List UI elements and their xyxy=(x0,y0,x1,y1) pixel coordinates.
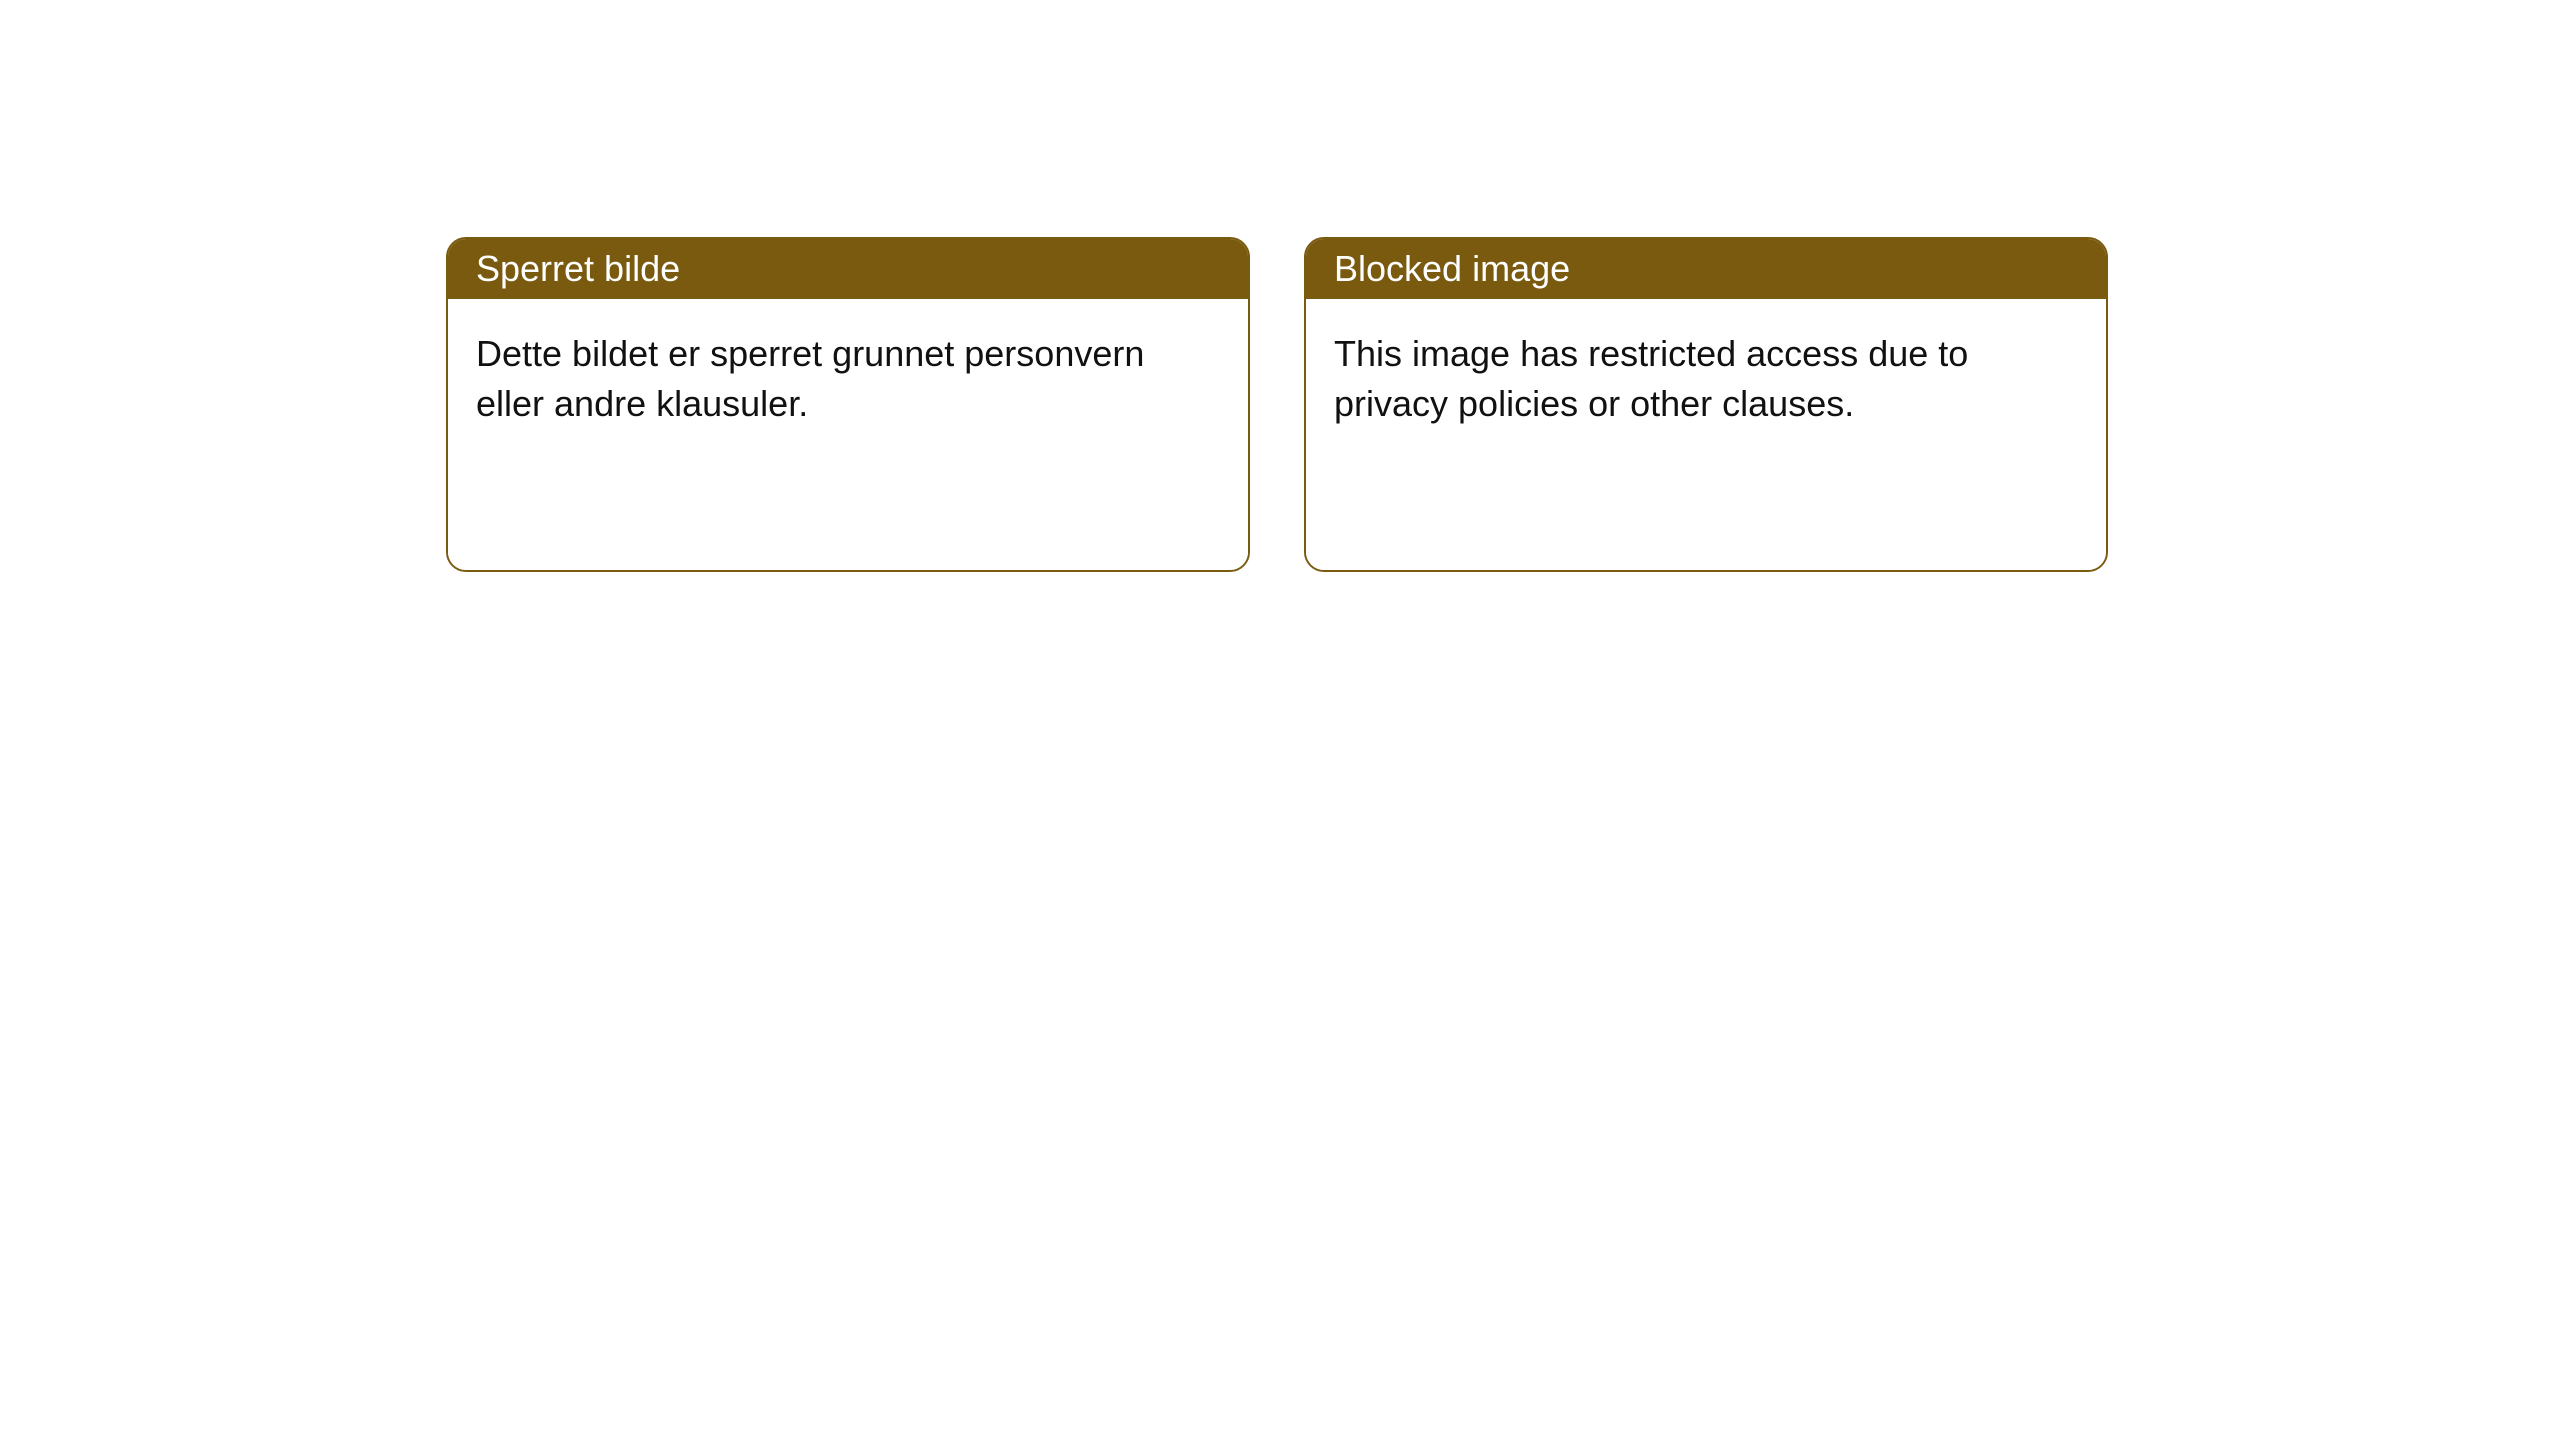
page: Sperret bilde Dette bildet er sperret gr… xyxy=(0,0,2560,1440)
card-body-text-en: This image has restricted access due to … xyxy=(1334,329,2034,429)
card-header-en: Blocked image xyxy=(1306,239,2106,299)
card-title-en: Blocked image xyxy=(1334,248,1570,290)
card-body-text-no: Dette bildet er sperret grunnet personve… xyxy=(476,329,1176,429)
card-body-no: Dette bildet er sperret grunnet personve… xyxy=(448,299,1248,570)
blocked-image-card-en: Blocked image This image has restricted … xyxy=(1304,237,2108,572)
card-body-en: This image has restricted access due to … xyxy=(1306,299,2106,570)
card-header-no: Sperret bilde xyxy=(448,239,1248,299)
cards-row: Sperret bilde Dette bildet er sperret gr… xyxy=(446,237,2108,572)
blocked-image-card-no: Sperret bilde Dette bildet er sperret gr… xyxy=(446,237,1250,572)
card-title-no: Sperret bilde xyxy=(476,248,680,290)
